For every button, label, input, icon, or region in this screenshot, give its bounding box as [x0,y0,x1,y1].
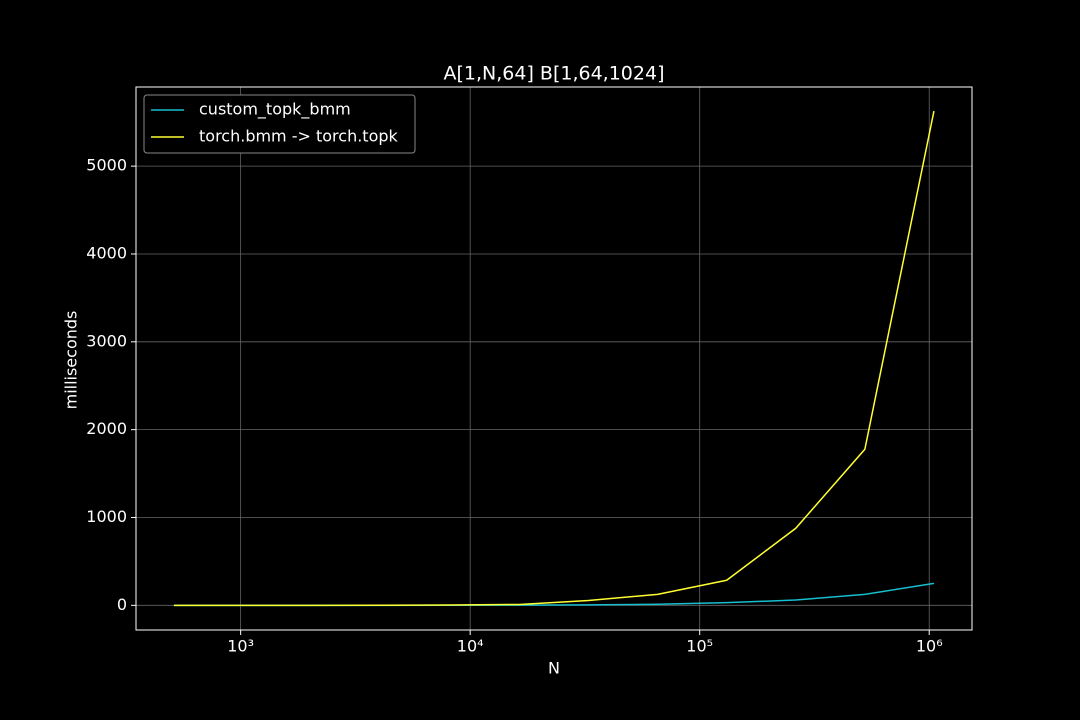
plot-frame [135,86,973,631]
series-line [173,110,935,607]
legend-label: torch.bmm -> torch.topk [199,127,399,146]
x-tick-label: 10⁴ [457,637,484,656]
chart-title: A[1,N,64] B[1,64,1024] [444,63,665,85]
y-tick-label: 2000 [86,419,127,438]
x-tick-label: 10³ [227,637,254,656]
y-tick-label: 5000 [86,156,127,175]
legend: custom_topk_bmm torch.bmm -> torch.topk [143,94,416,154]
legend-label: custom_topk_bmm [199,100,351,120]
y-axis-label: milliseconds [62,311,81,410]
y-tick-label: 3000 [86,331,127,350]
y-tick-label: 0 [117,595,127,614]
y-tick-label: 1000 [86,507,127,526]
y-tick-label: 4000 [86,243,127,262]
x-axis-label: N [548,659,560,678]
x-tick-label: 10⁶ [916,637,943,656]
legend-box [143,94,416,154]
x-tick-label: 10⁵ [686,637,713,656]
